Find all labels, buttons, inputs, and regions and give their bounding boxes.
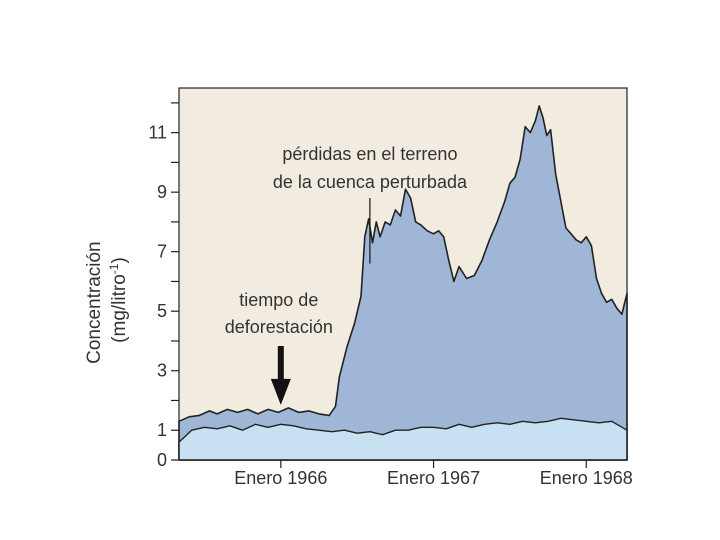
deforestation-label-line1: tiempo de bbox=[239, 290, 318, 310]
y-axis-label-close: ) bbox=[109, 257, 130, 263]
y-tick-label: 11 bbox=[148, 123, 167, 143]
y-tick-label: 3 bbox=[157, 361, 167, 381]
losses-label-line2: de la cuenca perturbada bbox=[273, 172, 468, 192]
x-tick-label: Enero 1966 bbox=[234, 468, 327, 488]
y-axis-label-superscript: -1 bbox=[107, 263, 121, 274]
x-tick-label: Enero 1968 bbox=[540, 468, 633, 488]
y-tick-label: 7 bbox=[157, 242, 167, 262]
y-axis: 0 1 3 5 7 9 11 bbox=[148, 103, 179, 470]
x-axis: Enero 1966 Enero 1967 Enero 1968 bbox=[234, 460, 633, 488]
y-tick-label: 1 bbox=[157, 420, 167, 440]
y-tick-label: 0 bbox=[157, 450, 167, 470]
deforestation-label-line2: deforestación bbox=[225, 317, 333, 337]
y-tick-label: 9 bbox=[157, 182, 167, 202]
y-axis-label-line1: Concentración bbox=[84, 241, 105, 364]
y-tick-label: 5 bbox=[157, 301, 167, 321]
x-tick-label: Enero 1967 bbox=[387, 468, 480, 488]
y-axis-label: Concentración (mg/litro-1) bbox=[84, 236, 130, 364]
y-axis-label-line2: (mg/litro-1) bbox=[107, 257, 130, 343]
losses-label-line1: pérdidas en el terreno bbox=[282, 144, 457, 164]
y-axis-label-unit: (mg/litro bbox=[109, 274, 130, 343]
